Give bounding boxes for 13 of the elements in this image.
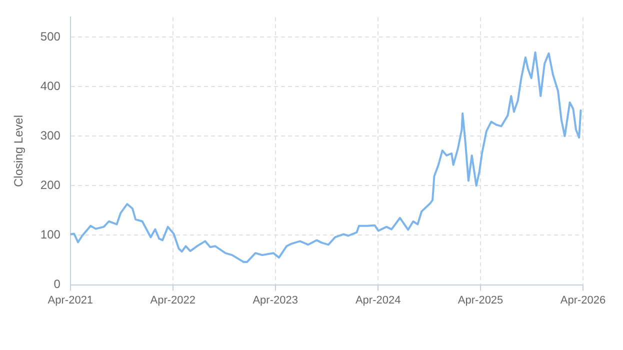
x-tick-label: Apr-2021 bbox=[48, 294, 94, 306]
y-tick-label: 400 bbox=[40, 78, 61, 93]
x-tick-label: Apr-2022 bbox=[150, 294, 196, 306]
y-tick-label: 0 bbox=[54, 277, 61, 292]
x-tick-label: Apr-2025 bbox=[458, 294, 504, 306]
y-axis-title: Closing Level bbox=[12, 114, 26, 188]
x-tick-label: Apr-2023 bbox=[252, 294, 298, 306]
x-tick-label: Apr-2024 bbox=[355, 294, 401, 306]
y-tick-label: 200 bbox=[40, 178, 61, 192]
y-tick-label: 300 bbox=[40, 128, 61, 142]
y-tick-label: 100 bbox=[40, 228, 61, 242]
x-tick-label: Apr-2026 bbox=[560, 294, 606, 306]
y-tick-label: 500 bbox=[40, 29, 61, 44]
